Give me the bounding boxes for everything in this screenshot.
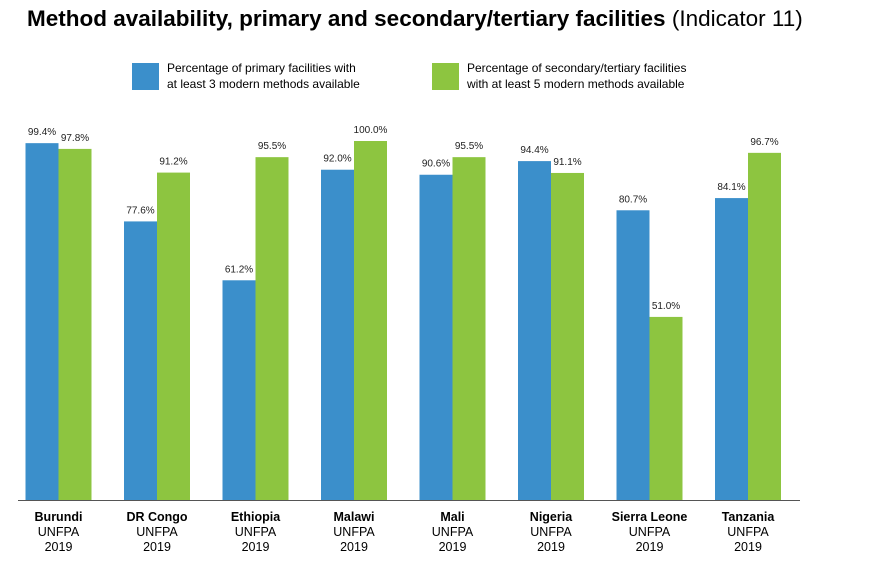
legend-label-primary-line1: Percentage of primary facilities with xyxy=(167,61,356,75)
legend-label-primary: Percentage of primary facilities with at… xyxy=(167,60,407,92)
legend-item-primary: Percentage of primary facilities with at… xyxy=(132,60,407,92)
legend-item-secondary: Percentage of secondary/tertiary facilit… xyxy=(432,60,737,92)
category-sublabel-ethiopia-2: 2019 xyxy=(242,540,270,554)
bar-primary-burundi xyxy=(25,143,59,501)
chart-title-main: Method availability, primary and seconda… xyxy=(27,6,666,31)
category-sublabel-mali-2: 2019 xyxy=(439,540,467,554)
category-sublabel-dr-congo-1: UNFPA xyxy=(136,525,178,539)
bar-primary-sierra-leone xyxy=(616,210,650,501)
data-label-primary-dr-congo: 77.6% xyxy=(126,205,154,216)
bar-secondary-tanzania xyxy=(748,152,781,501)
category-sublabel-sierra-leone-1: UNFPA xyxy=(629,525,671,539)
legend-swatch-secondary xyxy=(432,63,459,90)
bar-secondary-mali xyxy=(452,157,486,500)
legend-label-secondary-line1: Percentage of secondary/tertiary facilit… xyxy=(467,61,687,75)
legend-label-secondary: Percentage of secondary/tertiary facilit… xyxy=(467,60,737,92)
category-label-ethiopia: Ethiopia xyxy=(231,510,281,524)
category-label-burundi: Burundi xyxy=(35,510,83,524)
data-label-secondary-sierra-leone: 51.0% xyxy=(652,301,680,312)
bar-secondary-dr-congo xyxy=(157,172,190,501)
bar-primary-tanzania xyxy=(715,198,748,500)
data-label-secondary-burundi: 97.8% xyxy=(61,133,89,144)
category-label-mali: Mali xyxy=(440,510,464,524)
bar-primary-mali xyxy=(419,174,453,500)
bar-primary-dr-congo xyxy=(124,221,157,500)
bar-primary-malawi xyxy=(321,169,354,500)
data-label-secondary-malawi: 100.0% xyxy=(354,125,388,136)
chart-title-sub: (Indicator 11) xyxy=(671,6,803,31)
category-label-malawi: Malawi xyxy=(334,510,375,524)
data-label-primary-burundi: 99.4% xyxy=(28,127,56,138)
data-label-primary-tanzania: 84.1% xyxy=(717,182,745,193)
data-label-secondary-tanzania: 96.7% xyxy=(750,137,778,148)
category-sublabel-ethiopia-1: UNFPA xyxy=(235,525,277,539)
category-label-tanzania: Tanzania xyxy=(722,510,776,524)
category-sublabel-malawi-1: UNFPA xyxy=(333,525,375,539)
category-sublabel-burundi-1: UNFPA xyxy=(38,525,80,539)
data-label-secondary-nigeria: 91.1% xyxy=(553,157,581,168)
category-sublabel-nigeria-1: UNFPA xyxy=(530,525,572,539)
category-label-nigeria: Nigeria xyxy=(530,510,573,524)
category-sublabel-mali-1: UNFPA xyxy=(432,525,474,539)
legend-label-secondary-line2: with at least 5 modern methods available xyxy=(467,77,685,91)
category-sublabel-tanzania-1: UNFPA xyxy=(727,525,769,539)
category-label-sierra-leone: Sierra Leone xyxy=(612,510,688,524)
legend-swatch-primary xyxy=(132,63,159,90)
bar-primary-ethiopia xyxy=(222,280,256,500)
category-sublabel-tanzania-2: 2019 xyxy=(734,540,762,554)
category-sublabel-sierra-leone-2: 2019 xyxy=(636,540,664,554)
category-sublabel-burundi-2: 2019 xyxy=(45,540,73,554)
legend-label-primary-line2: at least 3 modern methods available xyxy=(167,77,360,91)
bar-primary-nigeria xyxy=(518,161,551,500)
data-label-secondary-dr-congo: 91.2% xyxy=(159,157,187,168)
bar-secondary-sierra-leone xyxy=(649,316,683,500)
category-label-dr-congo: DR Congo xyxy=(126,510,187,524)
data-label-primary-malawi: 92.0% xyxy=(323,154,351,165)
category-sublabel-dr-congo-2: 2019 xyxy=(143,540,171,554)
chart-title: Method availability, primary and seconda… xyxy=(27,6,803,32)
category-sublabel-malawi-2: 2019 xyxy=(340,540,368,554)
data-label-primary-ethiopia: 61.2% xyxy=(225,264,253,275)
category-sublabel-nigeria-2: 2019 xyxy=(537,540,565,554)
data-label-primary-mali: 90.6% xyxy=(422,159,450,170)
data-label-secondary-mali: 95.5% xyxy=(455,141,483,152)
bar-secondary-malawi xyxy=(354,141,387,500)
bar-secondary-ethiopia xyxy=(255,157,289,500)
bar-secondary-burundi xyxy=(58,148,92,500)
bar-secondary-nigeria xyxy=(551,172,584,501)
data-label-primary-nigeria: 94.4% xyxy=(520,145,548,156)
data-label-primary-sierra-leone: 80.7% xyxy=(619,194,647,205)
data-label-secondary-ethiopia: 95.5% xyxy=(258,141,286,152)
